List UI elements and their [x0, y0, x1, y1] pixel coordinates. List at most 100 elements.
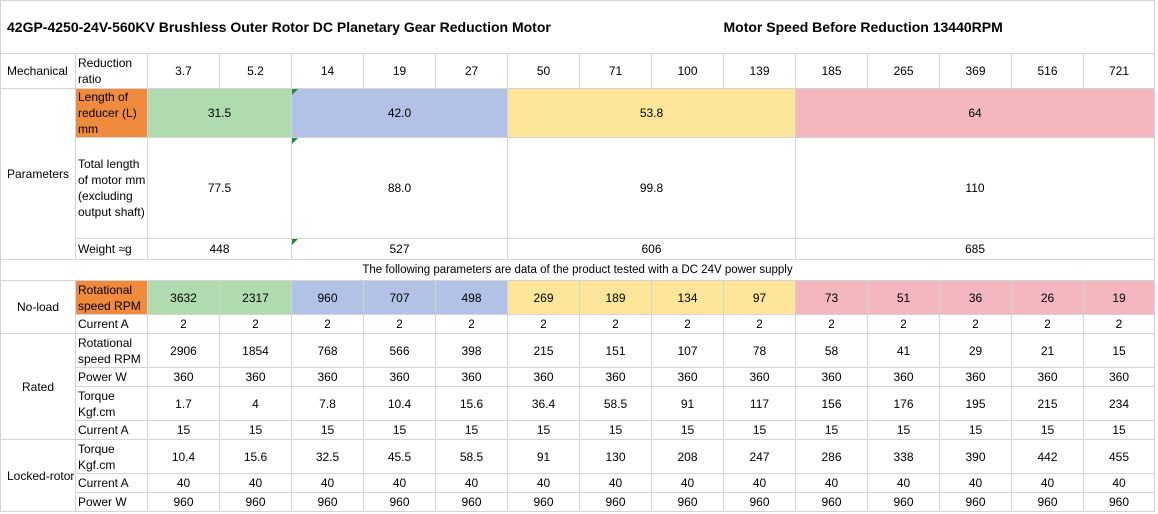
row-label-total-length: Total length of motor mm (excluding outp… [75, 137, 148, 239]
value-cell: 960 [1011, 492, 1084, 512]
row-label-reducer-length: Length of reducer (L) mm [75, 88, 148, 138]
group-value-cell: 31.5 [147, 88, 292, 138]
table-row: The following parameters are data of the… [0, 259, 1155, 281]
value-cell: 19 [1083, 280, 1155, 315]
value-cell: 566 [363, 333, 436, 368]
value-cell: 2 [579, 314, 652, 334]
value-cell: 498 [435, 280, 508, 315]
value-cell: 78 [723, 333, 796, 368]
value-cell: 40 [291, 473, 364, 493]
table-row: Total length of motor mm (excluding outp… [1, 137, 1155, 239]
group-value-cell: 110 [795, 137, 1155, 239]
value-cell: 960 [219, 492, 292, 512]
value-cell: 29 [939, 333, 1012, 368]
value-cell: 360 [723, 367, 796, 387]
value-cell: 721 [1083, 53, 1155, 89]
value-cell: 50 [507, 53, 580, 89]
value-cell: 40 [147, 473, 220, 493]
value-cell: 15 [363, 420, 436, 440]
section-parameters: Parameters [0, 88, 76, 260]
value-cell: 139 [723, 53, 796, 89]
value-cell: 45.5 [363, 439, 436, 474]
value-cell: 10.4 [147, 439, 220, 474]
value-cell: 516 [1011, 53, 1084, 89]
value-cell: 2 [651, 314, 724, 334]
value-cell: 360 [579, 367, 652, 387]
group-value-cell: 527 [291, 238, 508, 260]
value-cell: 3632 [147, 280, 220, 315]
value-cell: 15 [867, 420, 940, 440]
row-label-weight: Weight ≈g [75, 238, 148, 260]
value-cell: 15 [651, 420, 724, 440]
value-cell: 40 [723, 473, 796, 493]
value-cell: 442 [1011, 439, 1084, 474]
value-cell: 2906 [147, 333, 220, 368]
value-cell: 100 [651, 53, 724, 89]
table-row: Weight ≈g 448 527 606 685 [1, 238, 1155, 260]
value-cell: 369 [939, 53, 1012, 89]
value-cell: 15.6 [435, 386, 508, 421]
value-cell: 156 [795, 386, 868, 421]
value-cell: 960 [939, 492, 1012, 512]
value-cell: 360 [1083, 367, 1155, 387]
value-cell: 71 [579, 53, 652, 89]
table-row: Power W 960 960 960 960 960 960 960 960 960 960 960… [1, 492, 1155, 512]
value-cell: 15 [1083, 420, 1155, 440]
group-value-cell: 606 [507, 238, 796, 260]
value-cell: 960 [651, 492, 724, 512]
value-cell: 40 [939, 473, 1012, 493]
value-cell: 130 [579, 439, 652, 474]
group-value-cell: 42.0 [291, 88, 508, 138]
table-row: Current A 15 15 15 15 15 15 15 15 15 15 15 15 15 15 [1, 420, 1155, 440]
value-cell: 40 [1083, 473, 1155, 493]
value-cell: 234 [1083, 386, 1155, 421]
value-cell: 3.7 [147, 53, 220, 89]
value-cell: 2 [795, 314, 868, 334]
value-cell: 40 [651, 473, 724, 493]
row-label-locked-torque: Torque Kgf.cm [75, 439, 148, 474]
value-cell: 91 [651, 386, 724, 421]
value-cell: 960 [795, 492, 868, 512]
value-cell: 15 [291, 420, 364, 440]
value-cell: 15 [507, 420, 580, 440]
group-value-cell: 685 [795, 238, 1155, 260]
value-cell: 360 [651, 367, 724, 387]
value-cell: 51 [867, 280, 940, 315]
value-cell: 2 [1011, 314, 1084, 334]
value-cell: 41 [867, 333, 940, 368]
value-cell: 360 [291, 367, 364, 387]
value-cell: 960 [507, 492, 580, 512]
value-cell: 2 [1083, 314, 1155, 334]
value-cell: 176 [867, 386, 940, 421]
value-cell: 2 [435, 314, 508, 334]
value-cell: 1854 [219, 333, 292, 368]
sheet-subtitle: Motor Speed Before Reduction 13440RPM [723, 0, 1155, 54]
value-cell: 15 [723, 420, 796, 440]
value-cell: 134 [651, 280, 724, 315]
value-cell: 40 [507, 473, 580, 493]
value-cell: 73 [795, 280, 868, 315]
value-cell: 455 [1083, 439, 1155, 474]
value-cell: 2 [291, 314, 364, 334]
value-cell: 2 [939, 314, 1012, 334]
value-cell: 360 [147, 367, 220, 387]
value-cell: 265 [867, 53, 940, 89]
row-label-no-load-current: Current A [75, 314, 148, 334]
value-cell: 360 [363, 367, 436, 387]
table-row: Mechanical Reduction ratio 3.7 5.2 14 19 27 50 7… [0, 53, 1155, 89]
value-cell: 2 [867, 314, 940, 334]
value-cell: 15 [147, 420, 220, 440]
value-cell: 2317 [219, 280, 292, 315]
value-cell: 27 [435, 53, 508, 89]
value-cell: 15 [1083, 333, 1155, 368]
value-cell: 15 [1011, 420, 1084, 440]
group-value-cell: 448 [147, 238, 292, 260]
value-cell: 21 [1011, 333, 1084, 368]
row-label-no-load-speed: Rotational speed RPM [75, 280, 148, 315]
value-cell: 40 [435, 473, 508, 493]
table-row: Rated Rotational speed RPM 2906 1854 768 566 3… [0, 333, 1155, 440]
table-row: Torque Kgf.cm 1.7 4 7.8 10.4 15.6 36.4 58.5 91 11… [1, 386, 1155, 421]
value-cell: 2 [363, 314, 436, 334]
